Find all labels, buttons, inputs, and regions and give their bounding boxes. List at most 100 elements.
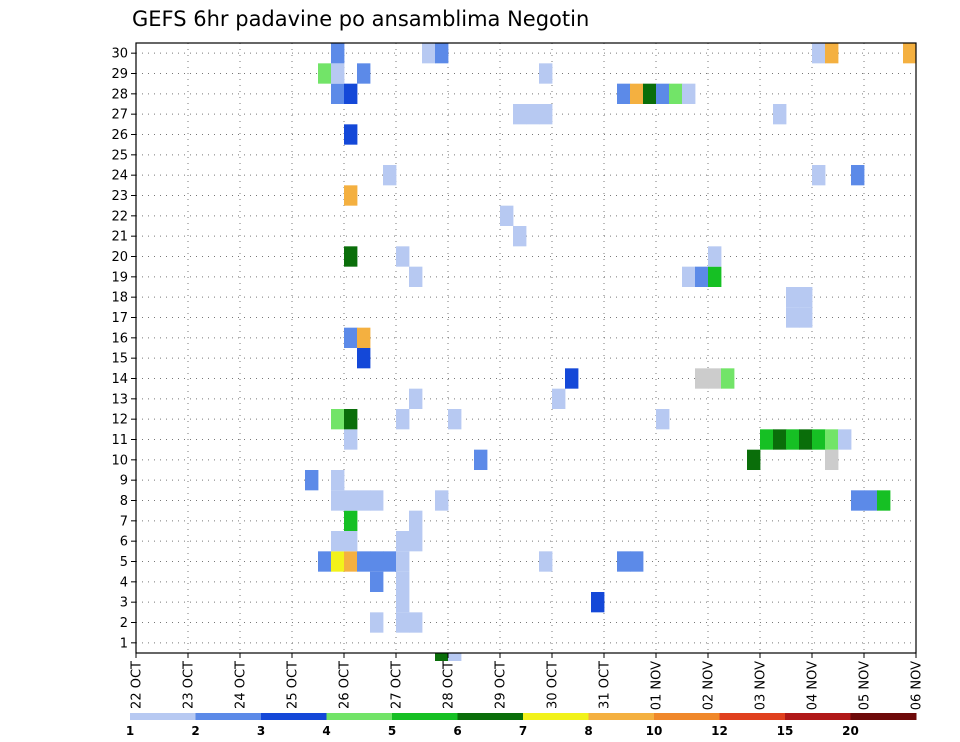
colorbar-label: 15 bbox=[777, 724, 794, 738]
precip-cell bbox=[448, 653, 462, 661]
precip-cell bbox=[773, 104, 787, 125]
precip-cell bbox=[903, 43, 917, 64]
precip-cell bbox=[448, 409, 462, 430]
colorbar-label: 7 bbox=[519, 724, 527, 738]
precip-cell bbox=[825, 429, 839, 450]
colorbar-label: 1 bbox=[126, 724, 134, 738]
colorbar-swatch bbox=[392, 713, 458, 720]
precip-cell bbox=[812, 165, 826, 186]
y-tick-label: 10 bbox=[111, 453, 128, 468]
y-tick-label: 16 bbox=[111, 331, 128, 346]
y-tick-label: 11 bbox=[111, 433, 128, 448]
x-tick-label: 02 NOV bbox=[702, 661, 717, 710]
precip-cell bbox=[435, 653, 449, 661]
precip-cell bbox=[409, 510, 423, 531]
precip-cell bbox=[565, 368, 579, 389]
precip-cell bbox=[877, 490, 891, 511]
y-tick-label: 5 bbox=[120, 555, 128, 570]
precip-cell bbox=[344, 531, 358, 552]
y-tick-label: 26 bbox=[111, 128, 128, 143]
precip-cell bbox=[409, 388, 423, 409]
colorbar-label: 12 bbox=[711, 724, 728, 738]
precip-cell bbox=[396, 612, 410, 633]
y-tick-label: 28 bbox=[111, 87, 128, 102]
precip-cell bbox=[838, 429, 852, 450]
precip-cell bbox=[396, 246, 410, 267]
precip-cell bbox=[760, 429, 774, 450]
colorbar-swatch bbox=[261, 713, 327, 720]
x-tick-label: 04 NOV bbox=[806, 661, 821, 710]
precip-cell bbox=[617, 83, 631, 104]
precip-cell bbox=[344, 551, 358, 572]
precip-cell bbox=[656, 409, 670, 430]
colorbar-label: 10 bbox=[646, 724, 663, 738]
colorbar-swatch bbox=[130, 713, 196, 720]
precip-cell bbox=[617, 551, 631, 572]
colorbar-label: 4 bbox=[322, 724, 330, 738]
x-tick-label: 29 OCT bbox=[494, 661, 509, 709]
colorbar-legend: 1 2 3 4 5 6 7 8 10 12 15 20 bbox=[126, 713, 917, 738]
colorbar-label: 3 bbox=[257, 724, 265, 738]
precip-cell bbox=[344, 327, 358, 348]
precip-cell bbox=[370, 551, 384, 572]
precip-cell bbox=[539, 104, 553, 125]
plot-frame bbox=[135, 42, 917, 654]
precip-cell bbox=[825, 449, 839, 470]
y-tick-label: 24 bbox=[111, 169, 128, 184]
precip-cell bbox=[331, 470, 345, 491]
precip-cell bbox=[383, 551, 397, 572]
y-tick-label: 2 bbox=[120, 616, 128, 631]
precip-cell bbox=[409, 531, 423, 552]
x-tick-label: 22 OCT bbox=[130, 661, 145, 709]
precip-cell bbox=[539, 551, 553, 572]
precip-cell bbox=[331, 551, 345, 572]
precip-cell bbox=[383, 165, 397, 186]
precip-cell bbox=[682, 266, 696, 287]
precip-cell bbox=[331, 63, 345, 84]
x-tick-label: 26 OCT bbox=[338, 661, 353, 709]
precip-cell bbox=[552, 388, 566, 409]
precip-cell bbox=[396, 551, 410, 572]
data-cells bbox=[305, 43, 917, 661]
precip-cell bbox=[825, 43, 839, 64]
precip-cell bbox=[474, 449, 488, 470]
precip-cell bbox=[396, 409, 410, 430]
colorbar-swatch bbox=[785, 713, 851, 720]
precip-cell bbox=[344, 124, 358, 145]
colorbar-swatch bbox=[457, 713, 524, 720]
precip-cell bbox=[435, 490, 449, 511]
precip-cell bbox=[643, 83, 657, 104]
precip-cell bbox=[344, 185, 358, 206]
precip-cell bbox=[344, 83, 358, 104]
precip-cell bbox=[396, 592, 410, 613]
precip-cell bbox=[331, 83, 345, 104]
precip-cell bbox=[526, 104, 540, 125]
y-tick-label: 4 bbox=[120, 575, 128, 590]
precip-cell bbox=[435, 43, 449, 64]
x-axis-ticks: 22 OCT 23 OCT 24 OCT 25 OCT 26 OCT 27 OCT 28 O… bbox=[130, 653, 925, 710]
precip-cell bbox=[331, 43, 345, 64]
precip-cell bbox=[812, 43, 826, 64]
x-tick-label: 03 NOV bbox=[754, 661, 769, 710]
y-tick-label: 19 bbox=[111, 270, 128, 285]
precip-cell bbox=[396, 531, 410, 552]
x-tick-label: 30 OCT bbox=[546, 661, 561, 709]
precip-cell bbox=[669, 83, 683, 104]
precip-cell bbox=[708, 246, 722, 267]
x-tick-label: 25 OCT bbox=[286, 661, 301, 709]
precip-cell bbox=[539, 63, 553, 84]
precip-cell bbox=[695, 266, 709, 287]
x-tick-label: 24 OCT bbox=[234, 661, 249, 709]
colorbar-label: 20 bbox=[842, 724, 859, 738]
y-tick-label: 3 bbox=[120, 596, 128, 611]
precip-cell bbox=[396, 571, 410, 592]
x-tick-label: 27 OCT bbox=[390, 661, 405, 709]
y-tick-label: 25 bbox=[111, 148, 128, 163]
precip-cell bbox=[812, 429, 826, 450]
precip-cell bbox=[344, 409, 358, 430]
precip-cell bbox=[721, 368, 735, 389]
precip-cell bbox=[370, 571, 384, 592]
precip-cell bbox=[318, 63, 332, 84]
x-tick-label: 23 OCT bbox=[182, 661, 197, 709]
precip-cell bbox=[331, 490, 345, 511]
